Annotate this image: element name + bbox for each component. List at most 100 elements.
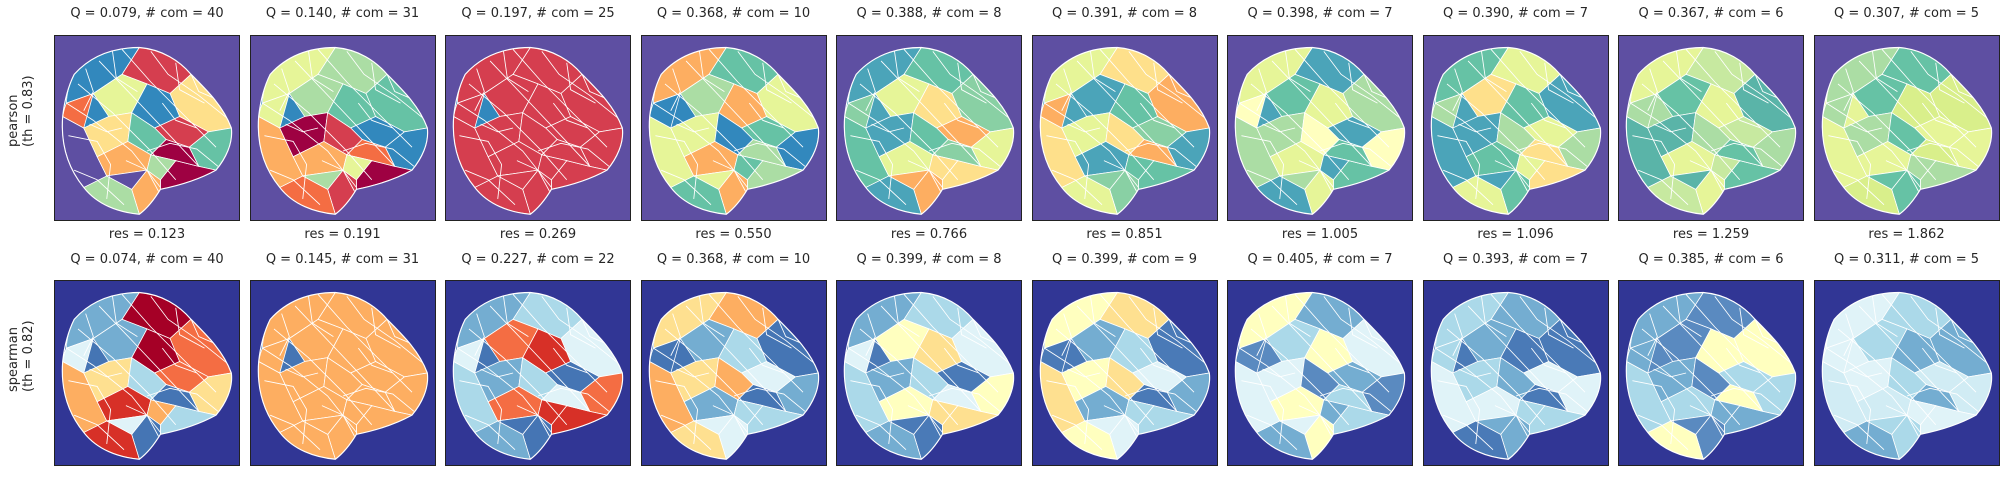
panel-title: Q = 0.227, # com = 22 (461, 252, 615, 267)
brain-outline (1430, 46, 1601, 215)
region-boundary (1247, 414, 1298, 450)
brain-outline (257, 46, 428, 215)
region-boundary (664, 83, 763, 181)
region-boundary (345, 51, 424, 119)
region-boundary (1139, 347, 1175, 374)
region-boundary (1467, 305, 1568, 412)
panel-title: Q = 0.385, # com = 6 (1638, 252, 1784, 267)
region-boundary (1334, 102, 1370, 129)
region-boundary (83, 68, 94, 111)
region-boundary (1490, 49, 1585, 148)
region-boundary (1518, 296, 1597, 364)
region-boundary (848, 102, 943, 188)
region-boundary (1827, 135, 1871, 199)
community-region (496, 414, 539, 435)
region-boundary (1653, 123, 1687, 133)
region-boundary (1152, 62, 1183, 104)
region-boundary (457, 347, 552, 433)
resolution-label: res = 1.259 (1672, 227, 1750, 242)
brain-outline (843, 46, 1015, 215)
region-boundary (712, 160, 746, 192)
brain-outline (452, 291, 624, 460)
region-boundary (1710, 142, 1783, 167)
region-boundary (474, 68, 485, 111)
region-boundary (1725, 347, 1761, 374)
region-boundary (1490, 294, 1585, 393)
region-boundary (1480, 296, 1507, 337)
community-region (932, 139, 982, 167)
row-label-0: pearson (th = 0.83) (6, 75, 38, 147)
region-boundary (1271, 60, 1373, 167)
region-boundary (1436, 135, 1480, 199)
region-boundary (566, 307, 596, 349)
region-boundary (345, 296, 424, 364)
community-region (928, 399, 959, 426)
region-boundary (708, 49, 803, 148)
region-boundary (1827, 380, 1871, 444)
community-region (1323, 384, 1373, 412)
region-boundary (512, 294, 608, 393)
region-boundary (1298, 160, 1332, 192)
panel-title: Q = 0.367, # com = 6 (1638, 6, 1784, 21)
community-region (1865, 169, 1908, 190)
region-boundary (1241, 135, 1285, 199)
region-boundary (1446, 328, 1545, 426)
panel-title: Q = 0.405, # com = 7 (1247, 252, 1393, 267)
region-boundary (848, 347, 943, 433)
brain-outline (1821, 291, 1992, 460)
region-boundary (1060, 68, 1072, 111)
region-boundary (943, 347, 979, 374)
region-boundary (1685, 49, 1781, 148)
region-boundary (1689, 405, 1723, 437)
region-boundary (83, 313, 94, 356)
region-boundary (1934, 307, 1965, 349)
region-boundary (1060, 313, 1072, 356)
region-boundary (1446, 83, 1545, 181)
region-boundary (1842, 313, 1854, 356)
community-map-panel (640, 35, 827, 221)
region-boundary (675, 123, 709, 133)
community-region (1127, 384, 1177, 412)
region-boundary (1103, 160, 1137, 192)
region-boundary (685, 60, 786, 167)
region-boundary (654, 135, 698, 199)
region-boundary (1043, 102, 1139, 188)
region-boundary (871, 123, 905, 133)
region-boundary (1285, 296, 1311, 337)
community-region (1124, 399, 1154, 426)
community-region (146, 399, 177, 426)
region-boundary (1833, 169, 1884, 205)
region-boundary (748, 102, 784, 129)
region-boundary (1837, 328, 1936, 426)
community-region (1669, 414, 1712, 435)
region-boundary (1323, 51, 1401, 119)
region-boundary (856, 414, 907, 450)
region-boundary (1515, 142, 1587, 167)
panel-title: Q = 0.398, # com = 7 (1247, 6, 1393, 21)
region-boundary (537, 387, 610, 412)
region-boundary (660, 169, 711, 205)
region-boundary (1319, 387, 1392, 412)
brain-outline (648, 46, 819, 215)
region-boundary (89, 123, 123, 133)
region-boundary (698, 51, 725, 92)
region-boundary (552, 102, 588, 129)
region-boundary (907, 405, 941, 437)
region-boundary (459, 135, 503, 199)
region-boundary (1543, 62, 1574, 104)
resolution-label: res = 0.851 (1086, 227, 1163, 242)
community-map-panel (1422, 35, 1609, 221)
region-boundary (856, 169, 907, 205)
region-boundary (68, 135, 112, 199)
region-boundary (357, 102, 393, 129)
region-boundary (871, 368, 905, 378)
region-boundary (669, 313, 681, 356)
community-region (150, 384, 200, 412)
brain-outline (1821, 46, 1992, 215)
region-boundary (66, 102, 161, 188)
community-region (1515, 154, 1545, 181)
region-boundary (1518, 51, 1597, 119)
region-boundary (859, 328, 959, 426)
region-boundary (903, 49, 999, 148)
region-boundary (736, 51, 815, 119)
